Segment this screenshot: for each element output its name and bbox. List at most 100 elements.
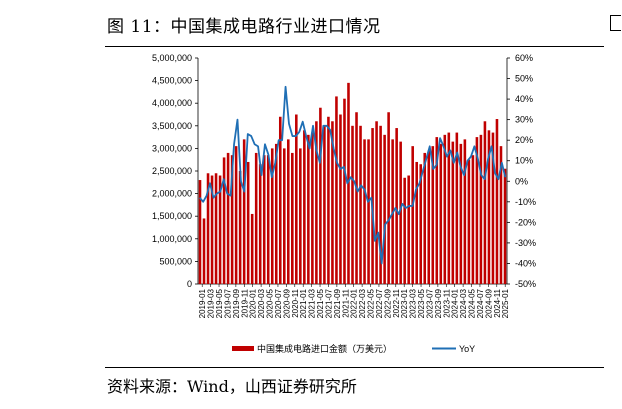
x-axis-ticks: 2019-01 2019-03 2019-05 2019-07 2019-09 2019-…	[198, 284, 510, 318]
x-tick-label: 2021-09	[333, 288, 342, 318]
x-tick-label: 2025-01	[501, 288, 510, 318]
import-bar	[503, 168, 507, 284]
x-tick-label: 2019-01	[198, 288, 207, 318]
right-tick-label: 60%	[515, 53, 533, 63]
import-bar	[202, 218, 206, 284]
x-tick-label: 2024-07	[476, 288, 485, 318]
import-bar	[403, 177, 406, 284]
import-bar	[283, 148, 286, 284]
import-bar	[407, 175, 410, 284]
right-tick-label: 10%	[515, 156, 533, 166]
x-tick-label: 2021-11	[341, 288, 350, 317]
left-tick-label: 4,500,000	[152, 76, 192, 86]
bar-series	[198, 82, 507, 285]
import-bar	[274, 143, 278, 284]
left-tick-label: 2,000,000	[152, 189, 192, 199]
x-tick-label: 2022-09	[383, 288, 392, 318]
import-bar	[214, 173, 218, 284]
yoy-line	[199, 85, 507, 265]
x-tick-label: 2023-11	[442, 288, 451, 317]
import-bar	[471, 155, 475, 284]
import-bar	[439, 143, 443, 284]
import-bar	[335, 96, 338, 284]
import-bar	[443, 134, 447, 284]
source-note: 资料来源：Wind，山西证券研究所	[107, 377, 357, 396]
left-tick-label: 3,000,000	[152, 143, 192, 153]
right-tick-label: -30%	[515, 238, 536, 248]
import-bar	[315, 121, 318, 284]
import-bar	[451, 141, 455, 284]
import-bar	[395, 128, 398, 284]
import-bar	[415, 161, 418, 284]
left-tick-label: 2,500,000	[152, 166, 192, 176]
import-bar	[287, 139, 290, 284]
import-bar	[327, 116, 330, 284]
x-tick-label: 2023-07	[425, 288, 434, 318]
x-tick-label: 2019-03	[207, 288, 216, 318]
x-tick-label: 2022-01	[350, 288, 359, 318]
import-bar	[339, 114, 342, 284]
import-bar	[234, 146, 238, 284]
import-bar	[347, 82, 350, 284]
import-bar	[278, 116, 282, 284]
x-tick-label: 2024-03	[459, 288, 468, 318]
import-bar	[222, 157, 226, 284]
import-bar	[262, 155, 266, 284]
x-tick-label: 2023-01	[400, 288, 409, 318]
chart-legend: 中国集成电路进口金额（万美元） YoY	[232, 343, 475, 354]
import-bar	[475, 137, 479, 284]
legend-bar-label: 中国集成电路进口金额（万美元）	[257, 343, 392, 354]
yoy-line-series	[199, 85, 507, 265]
right-tick-label: 20%	[515, 135, 533, 145]
right-tick-label: -50%	[515, 279, 536, 289]
right-tick-label: 30%	[515, 115, 533, 125]
x-tick-label: 2023-09	[434, 288, 443, 318]
left-tick-label: 1,500,000	[152, 211, 192, 221]
x-tick-label: 2021-03	[308, 288, 317, 318]
import-bar	[427, 150, 431, 284]
right-tick-label: -20%	[515, 217, 536, 227]
import-bar	[399, 141, 402, 284]
import-bar	[230, 155, 234, 284]
import-bar	[355, 112, 358, 285]
x-tick-label: 2019-09	[232, 288, 241, 318]
import-bar	[423, 152, 427, 284]
adjacent-figure-fragment	[609, 12, 622, 34]
x-tick-label: 2024-05	[468, 288, 477, 318]
x-tick-label: 2024-11	[493, 288, 502, 317]
title-rule	[105, 46, 604, 47]
right-axis-ticks: -50% -40% -30% -20% -10% 0% 10% 20% 30% 40% 50% 60%	[507, 53, 536, 289]
import-bar	[331, 121, 334, 284]
import-bar	[479, 134, 483, 284]
x-tick-label: 2020-11	[291, 288, 300, 317]
x-tick-label: 2020-01	[249, 288, 258, 318]
x-tick-label: 2020-07	[274, 288, 283, 318]
x-tick-label: 2022-07	[375, 288, 384, 318]
x-tick-label: 2022-05	[367, 288, 376, 318]
import-bar	[363, 139, 366, 284]
import-bar	[250, 213, 254, 284]
import-bar	[323, 125, 326, 284]
left-tick-label: 1,000,000	[152, 234, 192, 244]
x-tick-label: 2024-09	[484, 288, 493, 318]
left-tick-label: 4,000,000	[152, 98, 192, 108]
x-tick-label: 2019-05	[215, 288, 224, 318]
import-bar	[246, 161, 250, 284]
left-tick-label: 500,000	[159, 256, 192, 266]
x-tick-label: 2019-07	[223, 288, 232, 318]
right-tick-label: -10%	[515, 197, 536, 207]
legend-bar-swatch	[232, 346, 254, 351]
import-bar	[491, 132, 495, 284]
import-bar	[367, 139, 370, 284]
import-bar	[299, 148, 302, 284]
import-bar	[487, 130, 491, 284]
right-tick-label: -40%	[515, 258, 536, 268]
import-bar	[343, 98, 346, 285]
legend-line-label: YoY	[459, 344, 475, 354]
import-bar	[303, 130, 306, 284]
import-bar	[307, 134, 310, 284]
import-bar	[226, 152, 230, 284]
import-bar	[375, 121, 378, 284]
left-tick-label: 5,000,000	[152, 53, 192, 63]
